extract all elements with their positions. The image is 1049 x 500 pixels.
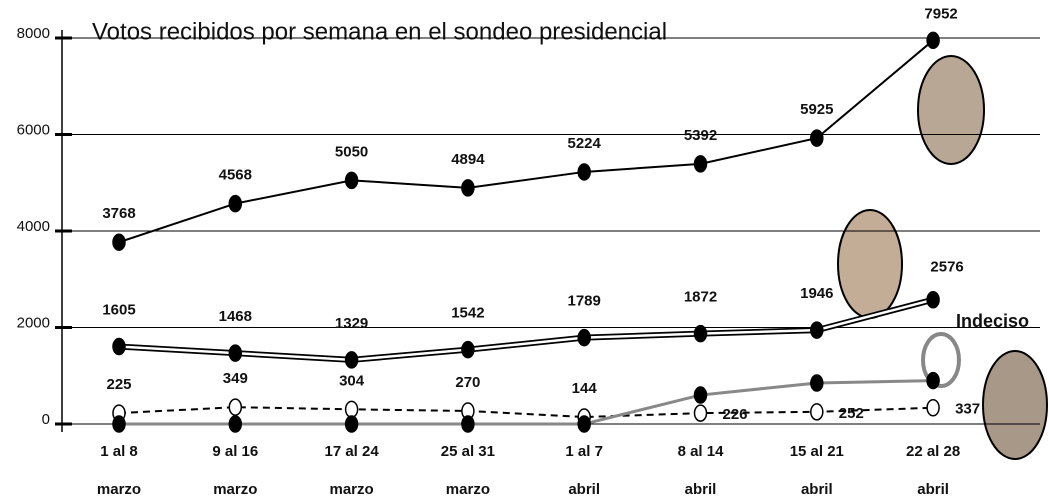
marker xyxy=(695,405,707,421)
x-tick-label: 15 al 21 xyxy=(790,443,844,460)
marker xyxy=(229,196,241,212)
y-tick-label: 8000 xyxy=(17,25,50,42)
data-label: 5050 xyxy=(335,143,368,160)
data-label: 4568 xyxy=(219,167,252,184)
photo xyxy=(983,351,1047,459)
marker xyxy=(695,387,707,403)
x-tick-label: 8 al 14 xyxy=(678,443,725,460)
marker xyxy=(346,172,358,188)
x-tick-label: 17 al 24 xyxy=(324,443,379,460)
photo xyxy=(838,210,902,318)
marker xyxy=(229,345,241,361)
x-tick-label: 25 al 31 xyxy=(441,443,495,460)
marker xyxy=(229,416,241,432)
x-tick-label: 1 al 7 xyxy=(565,443,603,460)
marker xyxy=(462,416,474,432)
x-tick-sublabel: marzo xyxy=(97,481,141,498)
x-tick-label: 22 al 28 xyxy=(906,443,960,460)
data-label: 1946 xyxy=(800,285,833,302)
chart: Votos recibidos por semana en el sondeo … xyxy=(0,0,1049,500)
marker xyxy=(927,373,939,389)
data-label: 5925 xyxy=(800,101,833,118)
photo xyxy=(918,56,984,164)
data-label: 252 xyxy=(839,405,864,422)
x-tick-sublabel: abril xyxy=(685,481,717,498)
data-label: 1468 xyxy=(219,308,252,325)
marker xyxy=(811,404,823,420)
marker xyxy=(578,416,590,432)
x-tick-label: 1 al 8 xyxy=(100,443,138,460)
x-tick-label: 9 al 16 xyxy=(212,443,258,460)
marker xyxy=(346,416,358,432)
marker xyxy=(578,330,590,346)
x-tick-sublabel: abril xyxy=(917,481,949,498)
data-label: 226 xyxy=(723,406,748,423)
marker xyxy=(927,400,939,416)
data-label: 5392 xyxy=(684,127,717,144)
marker xyxy=(578,164,590,180)
chart-title: Votos recibidos por semana en el sondeo … xyxy=(92,18,667,45)
data-label: 270 xyxy=(455,374,480,391)
y-tick-label: 2000 xyxy=(17,314,50,331)
y-tick-label: 0 xyxy=(42,411,50,428)
marker xyxy=(346,352,358,368)
y-tick-label: 4000 xyxy=(17,218,50,235)
data-label: 349 xyxy=(223,370,248,387)
y-tick-label: 6000 xyxy=(17,121,50,138)
photos xyxy=(838,56,1047,459)
data-label: 144 xyxy=(572,380,598,397)
data-label: 337 xyxy=(955,401,980,418)
x-tick-sublabel: marzo xyxy=(330,481,374,498)
data-label: 3768 xyxy=(102,205,135,222)
marker xyxy=(927,32,939,48)
marker xyxy=(346,401,358,417)
data-label: 225 xyxy=(106,376,131,393)
marker xyxy=(229,399,241,415)
x-tick-sublabel: marzo xyxy=(446,481,490,498)
marker xyxy=(695,326,707,342)
data-label: 1605 xyxy=(102,302,135,319)
x-tick-sublabel: abril xyxy=(568,481,600,498)
legend-label: Indeciso xyxy=(956,311,1029,331)
data-label: 304 xyxy=(339,372,365,389)
marker xyxy=(811,322,823,338)
marker xyxy=(113,234,125,250)
data-label: 4894 xyxy=(451,151,485,168)
data-label: 1329 xyxy=(335,315,368,332)
marker xyxy=(811,375,823,391)
data-label: 2576 xyxy=(930,259,963,276)
marker xyxy=(695,156,707,172)
marker xyxy=(113,339,125,355)
x-tick-sublabel: abril xyxy=(801,481,833,498)
marker xyxy=(927,292,939,308)
data-label: 1542 xyxy=(451,305,484,322)
data-label: 5224 xyxy=(568,135,602,152)
data-label: 7952 xyxy=(924,5,957,22)
data-label: 1789 xyxy=(568,293,601,310)
marker xyxy=(113,416,125,432)
data-label: 1872 xyxy=(684,289,717,306)
marker xyxy=(462,180,474,196)
marker xyxy=(462,342,474,358)
x-tick-sublabel: marzo xyxy=(213,481,257,498)
marker xyxy=(811,130,823,146)
